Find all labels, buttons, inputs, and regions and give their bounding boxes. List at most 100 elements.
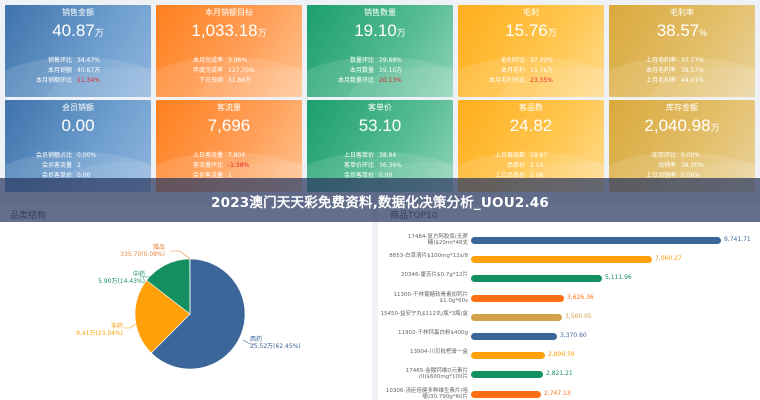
bar-value: 2,747.13 — [544, 389, 571, 397]
bar-value: 3,370.60 — [560, 332, 587, 339]
kpi-value: 0.00 — [61, 116, 95, 135]
leader-line — [140, 276, 161, 281]
kpi-stat-row: 会员客单价 0.00 — [307, 171, 453, 181]
kpi-card[interactable]: 销售数量 19.10万 数量环比 29.68% 本月数量 19.10万 本月数量环比 20.1… — [307, 5, 453, 97]
product-name: 11902-千林钙蛋白粉$400g — [398, 330, 468, 336]
pie-slice[interactable] — [146, 258, 191, 315]
kpi-stat-value: 37.77% — [681, 57, 704, 64]
product-name: 13904-川贝枇杷膏一盒 — [410, 349, 468, 356]
kpi-unit: 万 — [710, 123, 720, 133]
bar[interactable] — [471, 294, 564, 302]
bar[interactable] — [471, 256, 652, 264]
kpi-stat-row: 上月毛利率 37.77% — [609, 56, 755, 66]
kpi-unit: 万 — [257, 28, 267, 38]
kpi-value: 24.82 — [509, 116, 553, 135]
kpi-card[interactable]: 本月销额目标 1,033.18万 本月完成率 3.96% 年度完成率 127.70% 下日预… — [156, 5, 302, 97]
bar-row[interactable]: 8853-白草清片$100mg*12s/8 7,060.27 — [378, 250, 760, 270]
kpi-stat-label: 会员销额占比 — [35, 152, 72, 159]
bar-row[interactable]: 17465-金酸钙维D元素片(II)$600mg*100片 2,821.21 — [378, 365, 760, 385]
bar[interactable] — [471, 237, 721, 244]
kpi-stat-row: 毛利环比 37.32% — [458, 56, 604, 66]
kpi-card[interactable]: 销售金额 40.87万 销售环比 34.47% 本月销额 40.87万 本月销额环比 11.3… — [5, 5, 151, 97]
kpi-card[interactable]: 毛利率 38.57% 上月毛利率 37.77% 本月毛利率 38.57% 上月毛利率 44.0… — [609, 5, 755, 97]
kpi-stat-label: 会员客单价 — [343, 172, 374, 179]
kpi-value: 53.10 — [358, 116, 402, 135]
kpi-stat-label: 上日品单价 — [494, 172, 525, 179]
kpi-value: 2,040.98万 — [644, 116, 720, 135]
kpi-unit: % — [699, 28, 708, 38]
kpi-stat-value: 2.14 — [530, 162, 544, 169]
pie-label: 赠品 335.70(0.08%) — [120, 244, 165, 258]
kpi-stats: 库存环比 0.00% 动销率 38.30% 上日动销率 0.00% — [609, 151, 755, 181]
kpi-card[interactable]: 毛利 15.76万 毛利环比 37.32% 本月毛利 15.76万 本月毛利环比 23.35% — [458, 5, 604, 97]
bar[interactable] — [471, 390, 541, 398]
kpi-stat-label: 上日客品数 — [494, 152, 525, 159]
wave-decoration — [609, 57, 755, 97]
kpi-stat-label: 会员客流量 — [192, 172, 223, 179]
bar-row[interactable]: 11300-千林葡糖软骨素加钙片$1.0g*60s 3,626.36 — [378, 289, 760, 309]
kpi-stat-label: 上日动销率 — [645, 172, 676, 179]
kpi-stat-value: 18.87 — [530, 152, 548, 159]
bar-row[interactable]: 15450-益安宁丸$112丸/瓶*3瓶/盒 3,560.05 — [378, 308, 760, 328]
bar-value: 2,821.21 — [546, 370, 573, 378]
kpi-stat-row: 上日客单价 38.94 — [307, 151, 453, 161]
kpi-stats: 上日客单价 38.94 客单价环比 36.36% 会员客单价 0.00 — [307, 151, 453, 181]
bar-row[interactable]: 13904-川贝枇杷膏一盒 2,896.59 — [378, 346, 760, 366]
overlay-banner — [0, 178, 760, 222]
kpi-stat-label: 本月毛利率 — [645, 67, 676, 74]
kpi-stat-row: 上月毛利率 44.01% — [609, 76, 755, 86]
bar-row[interactable]: 17484-复方阿胶浆(无蔗糖)$20ml*48支 9,741.71 — [378, 231, 760, 251]
kpi-stat-value: 0.00% — [681, 152, 701, 159]
leader-line — [124, 323, 137, 329]
bar[interactable] — [471, 313, 562, 321]
kpi-title: 库存金额 — [666, 103, 698, 112]
pie-slice[interactable] — [150, 258, 246, 370]
kpi-stat-value: 38.57% — [681, 67, 704, 74]
kpi-stat-row: 本月毛利环比 23.35% — [458, 76, 604, 86]
bar[interactable] — [471, 371, 543, 379]
kpi-stat-label: 下日预测 — [198, 77, 223, 84]
category-pie-chart: 西药 25.52万(62.45%) 中药 5.90万(14.43%) 非药 9.41万(2… — [0, 222, 372, 400]
bar-value: 3,560.05 — [565, 312, 592, 320]
bar-row[interactable]: 11902-千林钙蛋白粉$400g 3,370.60 — [378, 327, 760, 347]
bar[interactable] — [471, 352, 545, 360]
product-name: 15450-益安宁丸$112丸/瓶*3瓶/盒 — [380, 310, 468, 317]
product-name: 17484-复方阿胶浆(无蔗糖)$20ml*48支 — [407, 234, 468, 246]
kpi-stats: 上月毛利率 37.77% 本月毛利率 38.57% 上月毛利率 44.01% — [609, 56, 755, 86]
kpi-stat-row: 客流量环比 -1.38% — [156, 161, 302, 171]
kpi-value: 38.57% — [656, 21, 708, 40]
bar[interactable] — [471, 333, 557, 340]
kpi-stat-row: 年度完成率 127.70% — [156, 66, 302, 76]
kpi-card[interactable]: 客单价 53.10 上日客单价 38.94 客单价环比 36.36% 会员客单价 0.00 — [307, 100, 453, 192]
wave-decoration — [5, 57, 151, 97]
kpi-stat-label: 本月完成率 — [192, 57, 223, 64]
bar-row[interactable]: 10306-汤臣倍健多种维生素片(咀嚼)30.790g*60片 2,747.13 — [378, 385, 760, 400]
kpi-stats: 销售环比 34.47% 本月销额 40.87万 本月销额环比 11.34% — [5, 56, 151, 86]
wave-decoration — [307, 57, 453, 97]
kpi-stat-label: 本月销额 — [47, 67, 72, 74]
kpi-stat-row: 会员客流量 2 — [5, 161, 151, 171]
kpi-stat-value: 23.35% — [530, 77, 553, 84]
kpi-stat-value: 44.01% — [681, 77, 704, 84]
kpi-stat-row: 本月数量环比 20.13% — [307, 76, 453, 86]
wave-decoration — [156, 57, 302, 97]
kpi-stats: 会员销额占比 0.00% 会员客流量 2 会员客单价 0.00 — [5, 151, 151, 181]
kpi-stat-row: 本月毛利率 38.57% — [609, 66, 755, 76]
kpi-stat-value: 38.30% — [681, 162, 704, 169]
kpi-stat-label: 品单价 — [506, 162, 525, 169]
kpi-stat-label: 上日客单价 — [343, 152, 374, 159]
kpi-stat-value: 0.00 — [77, 172, 91, 179]
kpi-value: 7,696 — [207, 116, 251, 135]
leader-line — [170, 250, 191, 260]
pie-slice[interactable] — [134, 279, 191, 354]
kpi-stat-label: 本月数量 — [349, 67, 374, 74]
product-name: 17465-金酸钙维D元素片(II)$600mg*100片 — [405, 368, 468, 381]
kpi-title: 客品数 — [519, 103, 543, 112]
kpi-stat-label: 客流量环比 — [192, 162, 223, 169]
kpi-stat-value: 38.94 — [379, 152, 397, 159]
kpi-stat-value: 31.86万 — [228, 77, 252, 84]
pie-label: 非药 9.41万(23.04%) — [76, 323, 123, 337]
bar-value: 5,111.96 — [605, 274, 632, 282]
bar[interactable] — [471, 275, 602, 283]
bar-row[interactable]: 20346-藿苏片$0.7g*12片 5,111.96 — [378, 269, 760, 289]
